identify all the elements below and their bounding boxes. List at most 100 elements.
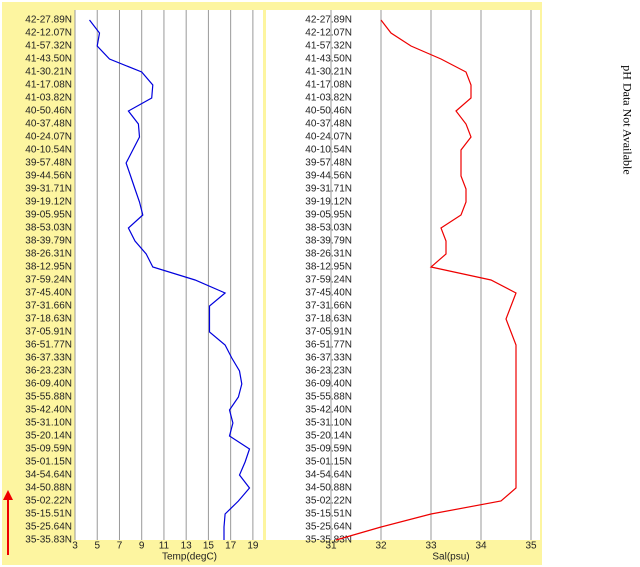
y-tick-label: 41-57.32N	[25, 41, 72, 52]
y-tick-label: 40-10.54N	[25, 145, 72, 156]
data-line	[335, 19, 517, 541]
y-tick-label: 35-20.14N	[305, 431, 352, 442]
y-tick-label: 39-57.48N	[25, 158, 72, 169]
x-tick-label: 11	[159, 541, 170, 552]
y-tick-label: 37-59.24N	[305, 275, 352, 286]
x-tick-label: 31	[325, 541, 337, 552]
y-tick-label: 41-17.08N	[305, 80, 352, 91]
y-tick-label: 38-26.31N	[25, 249, 72, 260]
y-tick-label: 39-05.95N	[305, 210, 352, 221]
y-tick-label: 35-01.15N	[305, 457, 352, 468]
x-tick-label: 9	[139, 541, 145, 552]
y-tick-label: 41-43.50N	[305, 54, 352, 65]
x-tick-label: 13	[181, 541, 193, 552]
y-tick-label: 38-26.31N	[305, 249, 352, 260]
y-tick-label: 42-27.89N	[25, 15, 72, 26]
y-tick-label: 37-18.63N	[305, 314, 352, 325]
y-tick-label: 39-19.12N	[305, 197, 352, 208]
y-tick-label: 35-25.64N	[25, 522, 72, 533]
y-tick-label: 35-55.88N	[25, 392, 72, 403]
x-tick-label: 35	[525, 541, 537, 552]
y-tick-label: 40-50.46N	[305, 106, 352, 117]
y-tick-label: 39-19.12N	[25, 197, 72, 208]
x-tick-label: 7	[117, 541, 123, 552]
y-tick-label: 35-55.88N	[305, 392, 352, 403]
y-tick-label: 37-18.63N	[25, 314, 72, 325]
y-tick-label: 36-23.23N	[305, 366, 352, 377]
y-tick-label: 41-03.82N	[25, 93, 72, 104]
y-tick-label: 42-12.07N	[305, 28, 352, 39]
y-tick-label: 35-42.40N	[305, 405, 352, 416]
y-tick-label: 42-12.07N	[25, 28, 72, 39]
x-tick-label: 33	[425, 541, 437, 552]
y-tick-label: 34-54.64N	[305, 470, 352, 481]
y-tick-label: 37-45.40N	[25, 288, 72, 299]
y-tick-label: 35-35.83N	[305, 535, 352, 546]
y-tick-label: 40-24.07N	[305, 132, 352, 143]
x-axis-label: Temp(degC)	[162, 552, 217, 563]
y-tick-label: 41-03.82N	[305, 93, 352, 104]
y-tick-label: 39-31.71N	[305, 184, 352, 195]
y-tick-label: 38-12.95N	[25, 262, 72, 273]
y-tick-label: 35-02.22N	[25, 496, 72, 507]
y-tick-label: 36-37.33N	[25, 353, 72, 364]
x-axis-label: Sal(psu)	[432, 552, 469, 563]
side-note: pH Data Not Available	[620, 65, 634, 174]
x-tick-label: 19	[247, 541, 259, 552]
data-line	[89, 19, 251, 540]
y-tick-label: 40-37.48N	[25, 119, 72, 130]
y-tick-label: 39-05.95N	[25, 210, 72, 221]
y-tick-label: 41-30.21N	[25, 67, 72, 78]
y-tick-label: 37-05.91N	[305, 327, 352, 338]
y-tick-label: 35-09.59N	[305, 444, 352, 455]
y-tick-label: 41-57.32N	[305, 41, 352, 52]
y-tick-label: 36-09.40N	[25, 379, 72, 390]
y-tick-label: 39-57.48N	[305, 158, 352, 169]
y-tick-label: 40-37.48N	[305, 119, 352, 130]
y-tick-label: 40-50.46N	[25, 106, 72, 117]
y-tick-label: 35-20.14N	[25, 431, 72, 442]
y-tick-label: 41-17.08N	[25, 80, 72, 91]
plot-area	[266, 10, 540, 540]
x-tick-label: 5	[94, 541, 100, 552]
y-tick-label: 39-44.56N	[305, 171, 352, 182]
y-tick-label: 35-01.15N	[25, 457, 72, 468]
x-tick-label: 17	[225, 541, 237, 552]
y-tick-label: 35-25.64N	[305, 522, 352, 533]
x-tick-label: 32	[375, 541, 387, 552]
y-tick-label: 35-35.83N	[25, 535, 72, 546]
y-tick-label: 39-31.71N	[25, 184, 72, 195]
y-tick-label: 35-31.10N	[25, 418, 72, 429]
y-tick-label: 42-27.89N	[305, 15, 352, 26]
y-tick-label: 35-31.10N	[305, 418, 352, 429]
y-tick-label: 37-05.91N	[25, 327, 72, 338]
x-tick-label: 3	[72, 541, 78, 552]
arrow-head	[3, 490, 13, 500]
y-tick-label: 40-10.54N	[305, 145, 352, 156]
x-tick-label: 34	[475, 541, 487, 552]
x-tick-label: 15	[203, 541, 215, 552]
y-tick-label: 41-43.50N	[25, 54, 72, 65]
y-tick-label: 38-39.79N	[305, 236, 352, 247]
y-tick-label: 34-50.88N	[25, 483, 72, 494]
y-tick-label: 35-09.59N	[25, 444, 72, 455]
y-tick-label: 35-42.40N	[25, 405, 72, 416]
y-tick-label: 36-23.23N	[25, 366, 72, 377]
y-tick-label: 36-51.77N	[305, 340, 352, 351]
y-tick-label: 37-31.66N	[305, 301, 352, 312]
y-tick-label: 37-59.24N	[25, 275, 72, 286]
y-tick-label: 34-50.88N	[305, 483, 352, 494]
plot-area	[75, 10, 263, 540]
y-tick-label: 34-54.64N	[25, 470, 72, 481]
y-tick-label: 40-24.07N	[25, 132, 72, 143]
y-tick-label: 39-44.56N	[25, 171, 72, 182]
y-tick-label: 36-37.33N	[305, 353, 352, 364]
y-tick-label: 37-45.40N	[305, 288, 352, 299]
y-tick-label: 37-31.66N	[25, 301, 72, 312]
y-tick-label: 36-09.40N	[305, 379, 352, 390]
y-tick-label: 38-12.95N	[305, 262, 352, 273]
y-tick-label: 35-15.51N	[305, 509, 352, 520]
y-tick-label: 41-30.21N	[305, 67, 352, 78]
y-tick-label: 35-15.51N	[25, 509, 72, 520]
